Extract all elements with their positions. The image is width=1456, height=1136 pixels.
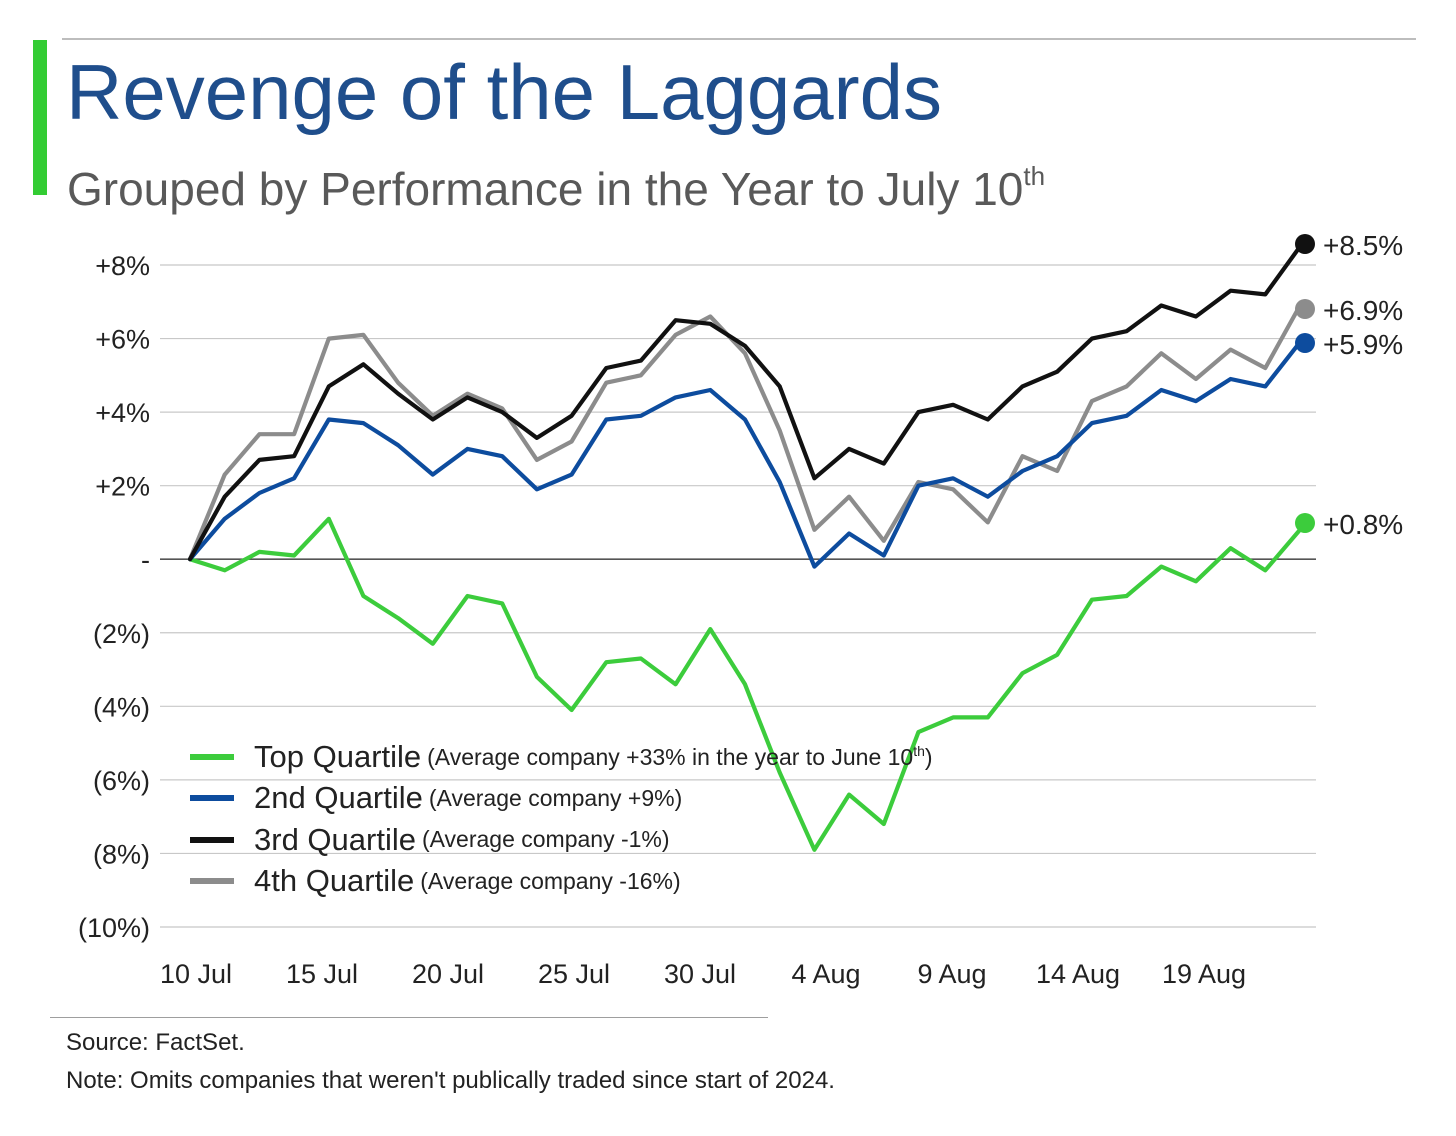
legend-swatch [190,836,234,843]
y-tick-label: (10%) [78,913,150,943]
chart-subtitle: Grouped by Performance in the Year to Ju… [67,146,1045,219]
y-tick-label: +8% [95,251,150,281]
x-tick-label: 10 Jul [160,959,232,989]
legend-note-text: (Average company -1%) [421,826,670,853]
y-tick-label: +2% [95,472,150,502]
series-line-2nd-quartile [187,340,1303,569]
x-tick-label: 19 Aug [1162,959,1246,989]
legend-note-end: ) [924,743,933,770]
x-tick-label: 25 Jul [538,959,610,989]
legend-note: (Average company +33% in the year to Jun… [427,743,932,771]
series-line-4th-quartile [187,303,1303,562]
y-tick-label: +4% [95,398,150,428]
end-value-label: +5.9% [1323,329,1403,360]
end-marker-dot [1295,333,1315,353]
legend-note: (Average company -16%) [420,868,680,895]
y-tick-label: - [141,545,150,575]
legend-name: 2nd Quartile [254,780,423,816]
source-note: Source: FactSet. [66,1029,245,1056]
legend-item: 3rd Quartile (Average company -1%) [190,819,933,861]
legend-note-text: (Average company +9%) [428,784,683,811]
y-tick-label: (4%) [93,692,150,722]
end-marker-dot [1295,234,1315,254]
legend-swatch [190,878,234,885]
top-rule [62,38,1416,40]
legend-name: Top Quartile [254,738,422,774]
legend-swatch [190,795,234,802]
series-lines [187,244,1303,852]
x-tick-label: 30 Jul [664,959,736,989]
end-value-label: +0.8% [1323,509,1403,540]
end-value-label: +6.9% [1323,295,1403,326]
y-axis-labels: +8% +6% +4% +2% - (2%) (4%) (6%) (8%) (10%) [78,251,150,943]
end-marker-dot [1295,299,1315,319]
end-markers: +0.8% +5.9% +8.5% +6.9% [1295,230,1403,540]
subtitle-superscript: th [1023,161,1046,191]
legend-name: 3rd Quartile [254,821,416,857]
x-tick-label: 14 Aug [1036,959,1120,989]
footer-rule [50,1017,768,1018]
x-axis-labels: 10 Jul 15 Jul 20 Jul 25 Jul 30 Jul 4 Aug 9 Aug… [160,959,1246,989]
chart-title: Revenge of the Laggards [66,48,942,136]
legend-item: 2nd Quartile (Average company +9%) [190,778,933,820]
series-line-3rd-quartile [187,244,1303,562]
legend-note-text: (Average company -16%) [420,867,681,894]
series-line-top-quartile [187,516,1303,852]
x-tick-label: 9 Aug [917,959,986,989]
line-chart: +8% +6% +4% +2% - (2%) (4%) (6%) (8%) (10%) 10 Ju… [78,230,1403,989]
x-tick-label: 15 Jul [286,959,358,989]
legend: Top Quartile (Average company +33% in the… [190,736,933,902]
legend-swatch [190,753,234,760]
legend-note: (Average company -1%) [422,826,670,853]
legend-name: 4th Quartile [254,863,415,899]
y-tick-label: (2%) [93,619,150,649]
legend-item: Top Quartile (Average company +33% in the… [190,736,933,778]
x-tick-label: 20 Jul [412,959,484,989]
end-marker-dot [1295,513,1315,533]
grid-lines [160,264,1316,928]
subtitle-text: Grouped by Performance in the Year to Ju… [67,163,1024,215]
y-tick-label: +6% [95,325,150,355]
end-value-label: +8.5% [1323,230,1403,261]
legend-note-text: (Average company +33% in the year to Jun… [427,743,914,770]
omission-note: Note: Omits companies that weren't publi… [66,1067,835,1094]
y-tick-label: (6%) [93,766,150,796]
accent-bar [33,40,47,195]
legend-item: 4th Quartile (Average company -16%) [190,861,933,903]
legend-note: (Average company +9%) [429,785,682,812]
x-tick-label: 4 Aug [791,959,860,989]
legend-note-superscript: th [913,742,925,759]
y-tick-label: (8%) [93,839,150,869]
